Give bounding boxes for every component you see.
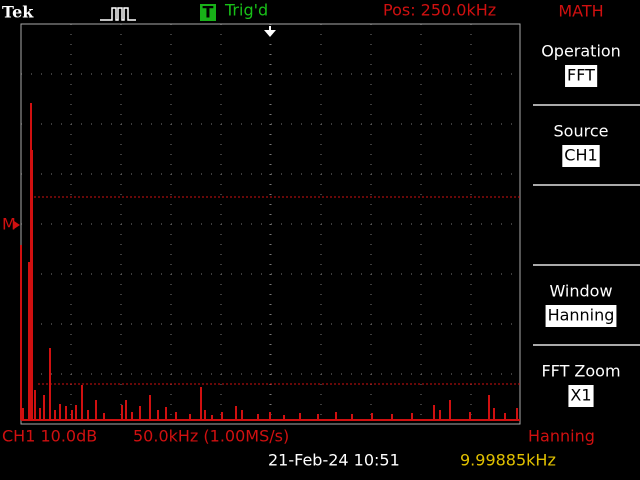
- menu-value: Hanning: [548, 306, 615, 325]
- graticule-border: [20, 23, 521, 425]
- menu-value: FFT: [567, 66, 595, 85]
- math-marker: M: [2, 215, 16, 234]
- menu-value-highlight: [545, 305, 617, 327]
- fft-span: 50.0kHz (1.00MS/s): [133, 427, 289, 446]
- trigger-icon: T: [203, 3, 214, 22]
- graticule: [21, 24, 520, 424]
- side-menu: Operation FFT Source CH1 Window Hanning FFT Zo…: [533, 42, 640, 407]
- brand: Tek: [2, 3, 34, 22]
- date-time: 21-Feb-24 10:51: [268, 451, 400, 470]
- menu-label: FFT Zoom: [541, 362, 620, 381]
- channel-scale: CH1 10.0dB: [2, 427, 97, 446]
- menu-value: X1: [570, 386, 591, 405]
- menu-title: MATH: [558, 2, 603, 21]
- menu-value-highlight: [568, 385, 594, 407]
- trigger-icon-box: [200, 4, 216, 21]
- horizontal-position: Pos: 250.0kHz: [383, 1, 496, 20]
- marker-arrow: [14, 221, 20, 229]
- menu-label: Source: [554, 122, 609, 141]
- menu-value-highlight: [562, 145, 600, 167]
- frequency-readout: 9.99885kHz: [460, 451, 556, 470]
- trigger-position-marker: [264, 26, 276, 37]
- acquisition-icon: [100, 7, 136, 21]
- menu-value: CH1: [564, 146, 597, 165]
- trigger-status: Trig'd: [224, 1, 268, 20]
- fft-spectrum: [20, 103, 520, 421]
- window-status: Hanning: [528, 427, 595, 446]
- menu-label: Window: [549, 282, 612, 301]
- menu-value-highlight: [565, 65, 598, 87]
- menu-label: Operation: [541, 42, 621, 61]
